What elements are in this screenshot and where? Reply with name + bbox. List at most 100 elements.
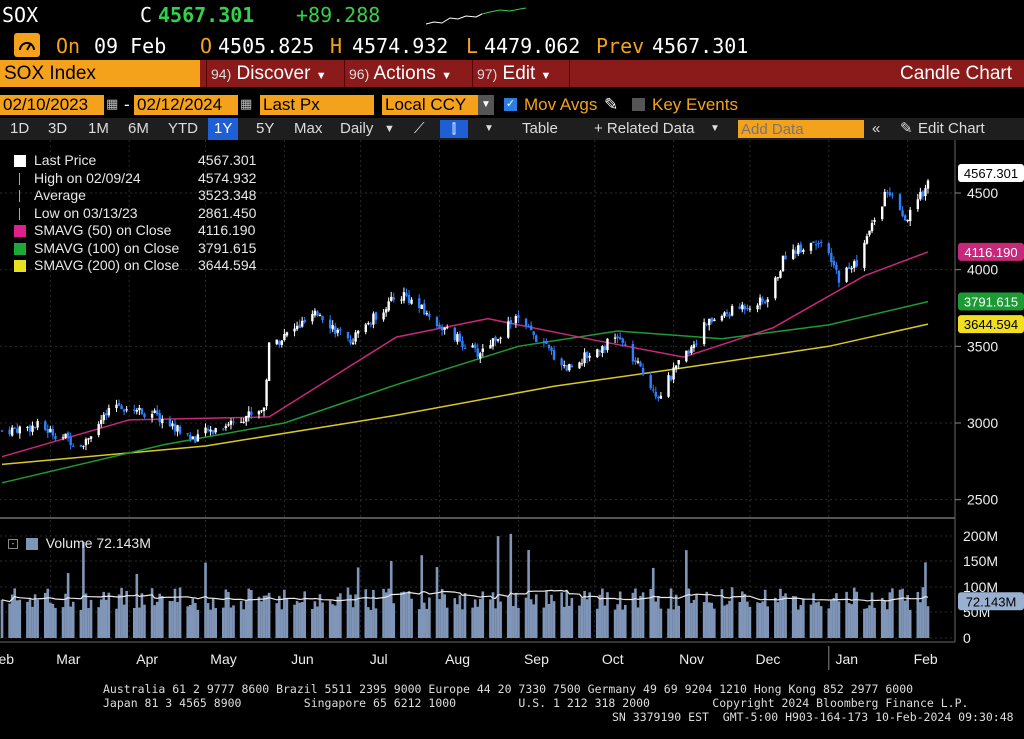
chevron-down-icon[interactable]: ▼ [484, 123, 494, 134]
period-max[interactable]: Max [294, 120, 323, 137]
volume-tick-label: 200M [963, 528, 998, 544]
candle-body [499, 337, 502, 339]
candle-chart[interactable]: 25003000350040004500050M100M150M200MFebM… [0, 140, 1024, 670]
collapse-toggle-icon[interactable]: - [8, 539, 18, 550]
volume-bar [618, 591, 622, 638]
key-events-label[interactable]: Key Events [652, 95, 738, 114]
table-button[interactable]: Table [522, 120, 558, 137]
period-ytd[interactable]: YTD [168, 120, 198, 137]
volume-bar [743, 593, 747, 638]
period-3d[interactable]: 3D [48, 120, 68, 137]
legend-row: High on 02/09/24 4574.932 [6, 170, 264, 188]
volume-bar [28, 599, 32, 638]
frequency-selector[interactable]: Daily [340, 120, 374, 137]
high-value: 4574.932 [352, 34, 449, 58]
add-data-input[interactable] [738, 120, 864, 138]
line-chart-icon[interactable]: ⟋ [414, 120, 425, 137]
candle-body [748, 308, 752, 310]
x-tick-label: Jul [370, 651, 388, 667]
volume-bar [710, 602, 714, 638]
candle-body [494, 336, 497, 341]
calendar-icon[interactable]: ▦ [240, 96, 253, 111]
candle-body [898, 194, 902, 211]
volume-bar [405, 593, 408, 638]
candle-chart-icon[interactable]: ⫿ [440, 120, 468, 138]
volume-bar [140, 593, 144, 638]
candle-body [295, 325, 299, 330]
field-selector[interactable]: Last Px [260, 95, 374, 115]
candle-body [672, 367, 675, 380]
key-events-checkbox[interactable] [632, 98, 645, 111]
chevron-down-icon[interactable]: ▼ [384, 123, 395, 135]
currency-selector[interactable]: Local CCY [382, 95, 478, 115]
legend-value: 3523.348 [198, 187, 257, 203]
candle-body [552, 349, 556, 360]
period-6m[interactable]: 6M [128, 120, 149, 137]
candle-body [0, 430, 4, 432]
chevron-down-icon[interactable]: ▼ [710, 123, 720, 134]
gauge-icon[interactable] [14, 33, 40, 57]
mov-avgs-label[interactable]: Mov Avgs [524, 95, 598, 114]
discover-menu[interactable]: 94) Discover ▼ [206, 60, 347, 87]
candle-body [596, 349, 599, 358]
sma100-tag-bg [958, 292, 1024, 311]
mov-avgs-checkbox[interactable]: ✓ [504, 98, 517, 111]
volume-legend: - Volume 72.143M [8, 535, 151, 551]
volume-bar [809, 604, 813, 638]
end-date-field[interactable]: 02/12/2024 [134, 95, 238, 115]
collapse-icon[interactable]: « [872, 120, 881, 137]
ticker[interactable]: SOX [2, 3, 39, 27]
candle-body [708, 318, 711, 326]
volume-bar [868, 605, 871, 638]
volume-bar [232, 605, 235, 638]
candle-body [313, 310, 317, 316]
chevron-down-icon[interactable]: ▼ [478, 95, 494, 115]
pencil-icon[interactable]: ✎ [900, 120, 913, 137]
actions-menu[interactable]: 96) Actions ▼ [344, 60, 473, 87]
candle-body [921, 191, 925, 197]
candle-body [440, 326, 444, 331]
candle-body [705, 323, 708, 325]
x-tick-label: Dec [755, 651, 780, 667]
candle-body [674, 365, 678, 369]
volume-bar [649, 588, 653, 638]
candle-body [606, 338, 609, 351]
period-5y[interactable]: 5Y [256, 120, 275, 137]
calendar-icon[interactable]: ▦ [106, 96, 119, 111]
volume-bar [588, 592, 591, 638]
candle-body [31, 425, 34, 432]
volume-bar [143, 604, 146, 638]
volume-bar [115, 608, 118, 638]
volume-bar [888, 592, 892, 638]
x-tick-label: Feb [914, 651, 938, 667]
candle-body [738, 306, 741, 309]
candle-body [135, 410, 139, 412]
period-1y[interactable]: 1Y [208, 118, 239, 140]
candle-body [372, 313, 375, 325]
candle-body [814, 244, 818, 246]
candle-body [639, 362, 642, 367]
related-data-button[interactable]: + Related Data [594, 120, 695, 137]
volume-bar [155, 601, 159, 638]
volume-bar [685, 550, 688, 638]
period-1d[interactable]: 1D [10, 120, 30, 137]
volume-value: 72.143M [96, 535, 151, 551]
candle-body [390, 296, 393, 301]
edit-chart-button[interactable]: Edit Chart [918, 120, 985, 137]
start-date-field[interactable]: 02/10/2023 [0, 95, 104, 115]
volume-bar [677, 605, 680, 638]
volume-bar [331, 604, 335, 638]
candle-body [298, 324, 301, 329]
volume-bar [779, 588, 782, 638]
candle-body [891, 194, 894, 196]
volume-bar [603, 605, 607, 638]
volume-bar [512, 606, 515, 638]
candle-body [453, 327, 457, 341]
candle-body [242, 421, 245, 423]
chart-type-title: Candle Chart [900, 63, 1012, 84]
edit-menu[interactable]: 97) Edit ▼ [472, 60, 570, 87]
pencil-icon[interactable]: ✎ [604, 95, 619, 114]
volume-bar [191, 598, 195, 638]
period-1m[interactable]: 1M [88, 120, 109, 137]
security-name[interactable]: SOX Index [0, 60, 200, 87]
